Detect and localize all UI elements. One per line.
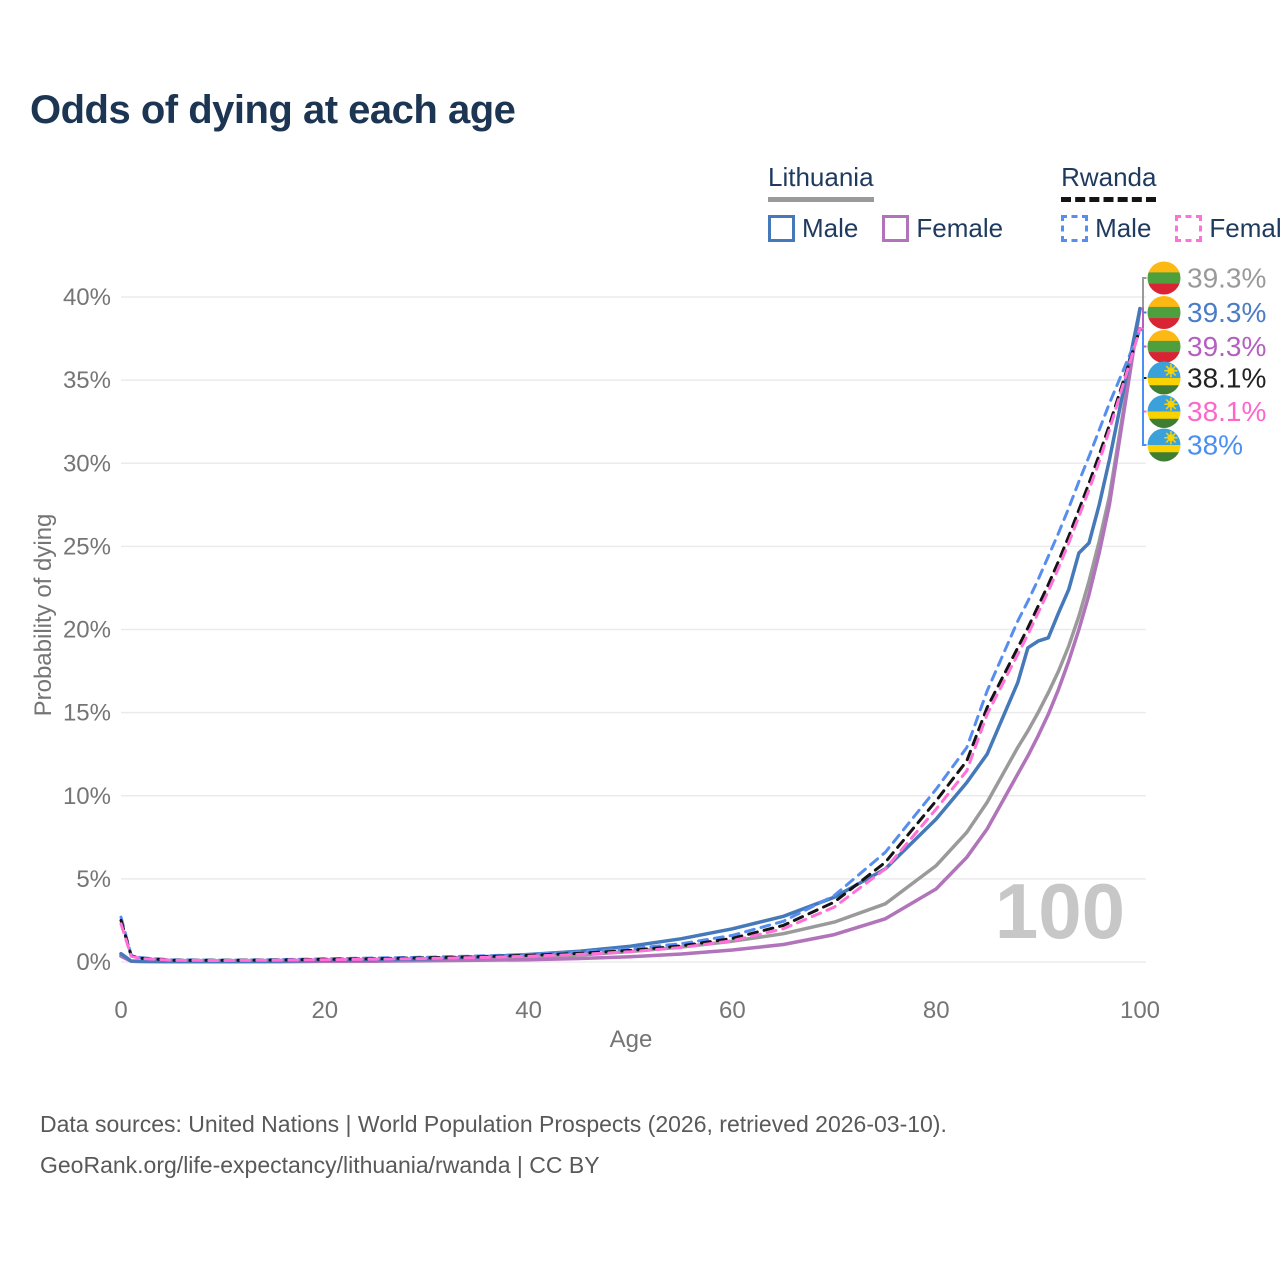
legend-item-lithuania-male[interactable]: Male xyxy=(768,213,858,244)
legend-item-label: Male xyxy=(802,213,859,243)
legend-item-rwanda-male[interactable]: Male xyxy=(1061,213,1151,244)
footer-sources: Data sources: United Nations | World Pop… xyxy=(40,1111,947,1137)
legend-group-rwanda: Rwanda Male Female xyxy=(1061,162,1280,244)
x-axis-title: Age xyxy=(609,1026,653,1053)
y-axis-title: Probability of dying xyxy=(30,513,57,717)
end-value-label-lt-male: 39.3% xyxy=(1187,297,1266,328)
legend-group-lithuania: Lithuania Male Female xyxy=(768,162,1003,244)
footer: Data sources: United Nations | World Pop… xyxy=(40,1104,947,1186)
end-value-label-lt-female: 39.3% xyxy=(1187,331,1266,362)
end-value-label-rw-female: 38.1% xyxy=(1187,396,1266,427)
y-tick-label: 0% xyxy=(76,949,111,976)
chart-legend: Lithuania Male Female Rwanda Male xyxy=(768,162,1280,244)
lithuania-male-swatch-icon xyxy=(768,215,795,242)
age-watermark: 100 xyxy=(994,867,1125,955)
label-connector-lt-both xyxy=(1141,277,1147,310)
legend-item-lithuania-female[interactable]: Female xyxy=(882,213,1003,244)
rwanda-flag-icon xyxy=(1147,428,1181,462)
rwanda-flag-icon xyxy=(1147,361,1181,395)
series-line-rw-female xyxy=(119,327,1142,962)
page-title: Odds of dying at each age xyxy=(30,88,516,132)
legend-item-label: Female xyxy=(916,213,1004,243)
legend-row-rwanda: Male Female xyxy=(1061,213,1280,244)
y-tick-label: 15% xyxy=(63,700,111,727)
legend-item-label: Female xyxy=(1209,213,1280,243)
lithuania-female-swatch-icon xyxy=(882,215,910,242)
legend-item-rwanda-female[interactable]: Female xyxy=(1175,213,1280,244)
y-tick-label: 20% xyxy=(63,617,111,644)
series-line-lt-female xyxy=(119,306,1142,964)
end-value-label-rw-both: 38.1% xyxy=(1187,363,1266,394)
x-tick-label: 20 xyxy=(311,997,338,1024)
label-connector-lt-female xyxy=(1141,307,1147,348)
rwanda-male-swatch-icon xyxy=(1061,215,1089,242)
x-tick-label: 100 xyxy=(1120,997,1160,1024)
y-tick-label: 30% xyxy=(63,450,111,477)
legend-country-lithuania[interactable]: Lithuania xyxy=(768,162,874,202)
x-tick-label: 60 xyxy=(719,997,746,1024)
x-tick-label: 0 xyxy=(114,997,127,1024)
x-tick-label: 80 xyxy=(923,997,950,1024)
series-line-lt-both xyxy=(119,306,1142,964)
y-tick-label: 5% xyxy=(76,866,111,893)
legend-country-rwanda[interactable]: Rwanda xyxy=(1061,162,1157,202)
series-line-rw-male xyxy=(119,328,1142,962)
label-connector-rw-male xyxy=(1141,329,1147,446)
series-line-lt-male xyxy=(119,306,1142,964)
y-tick-label: 10% xyxy=(63,783,111,810)
y-tick-label: 40% xyxy=(63,284,111,311)
y-tick-label: 25% xyxy=(63,533,111,560)
end-value-label-lt-both: 39.3% xyxy=(1187,263,1266,294)
lithuania-flag-icon xyxy=(1147,330,1181,363)
y-tick-label: 35% xyxy=(63,367,111,394)
rwanda-flag-icon xyxy=(1147,395,1181,428)
end-value-label-rw-male: 38% xyxy=(1187,430,1243,461)
series-line-rw-both xyxy=(119,327,1142,962)
lithuania-flag-icon xyxy=(1147,296,1181,329)
legend-row-lithuania: Male Female xyxy=(768,213,1003,244)
lithuania-flag-icon xyxy=(1147,261,1181,295)
legend-item-label: Male xyxy=(1095,213,1152,243)
footer-link[interactable]: GeoRank.org/life-expectancy/lithuania/rw… xyxy=(40,1152,600,1178)
rwanda-female-swatch-icon xyxy=(1175,215,1203,242)
end-label-layer: 39.3%39.3%39.3%38.1%38.1%38% xyxy=(1141,261,1266,462)
x-tick-label: 40 xyxy=(515,997,542,1024)
